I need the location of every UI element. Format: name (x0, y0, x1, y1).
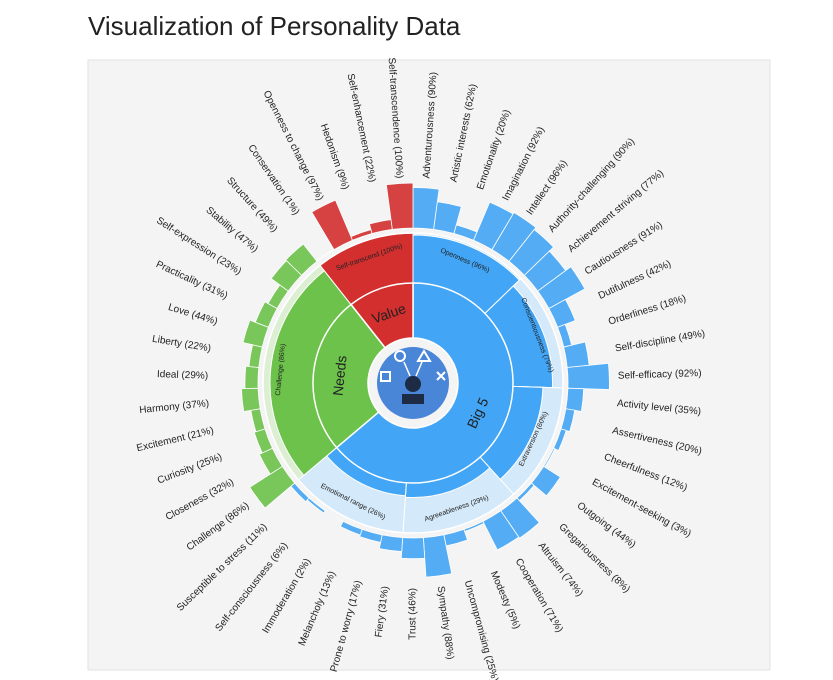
ring-outline (262, 232, 564, 534)
facet-bar (241, 387, 261, 413)
facet-label: Trust (46%) (408, 588, 419, 640)
chart-title: Visualization of Personality Data (88, 11, 461, 41)
facet-label: Ideal (29%) (157, 369, 208, 382)
icon-head (405, 376, 421, 392)
facet-bar (566, 362, 610, 390)
icon-shape (380, 371, 391, 382)
facet-bar (385, 182, 414, 230)
center-icon (377, 347, 449, 419)
icon-shape (436, 371, 446, 381)
facet-label: Self-efficacy (92%) (618, 368, 702, 382)
facet-bar (378, 534, 404, 552)
facet-bar (563, 341, 590, 368)
icon-shape (394, 350, 406, 362)
group-ring (335, 282, 514, 484)
facet-bar (400, 537, 426, 560)
icon-body (402, 394, 424, 404)
icon-shape (416, 349, 432, 362)
facet-bar (565, 387, 585, 412)
group-ring (349, 282, 414, 349)
icon-shape (403, 361, 423, 377)
facet-bar (244, 365, 260, 390)
group-ring (312, 303, 387, 449)
group-label: Needs (330, 355, 350, 397)
